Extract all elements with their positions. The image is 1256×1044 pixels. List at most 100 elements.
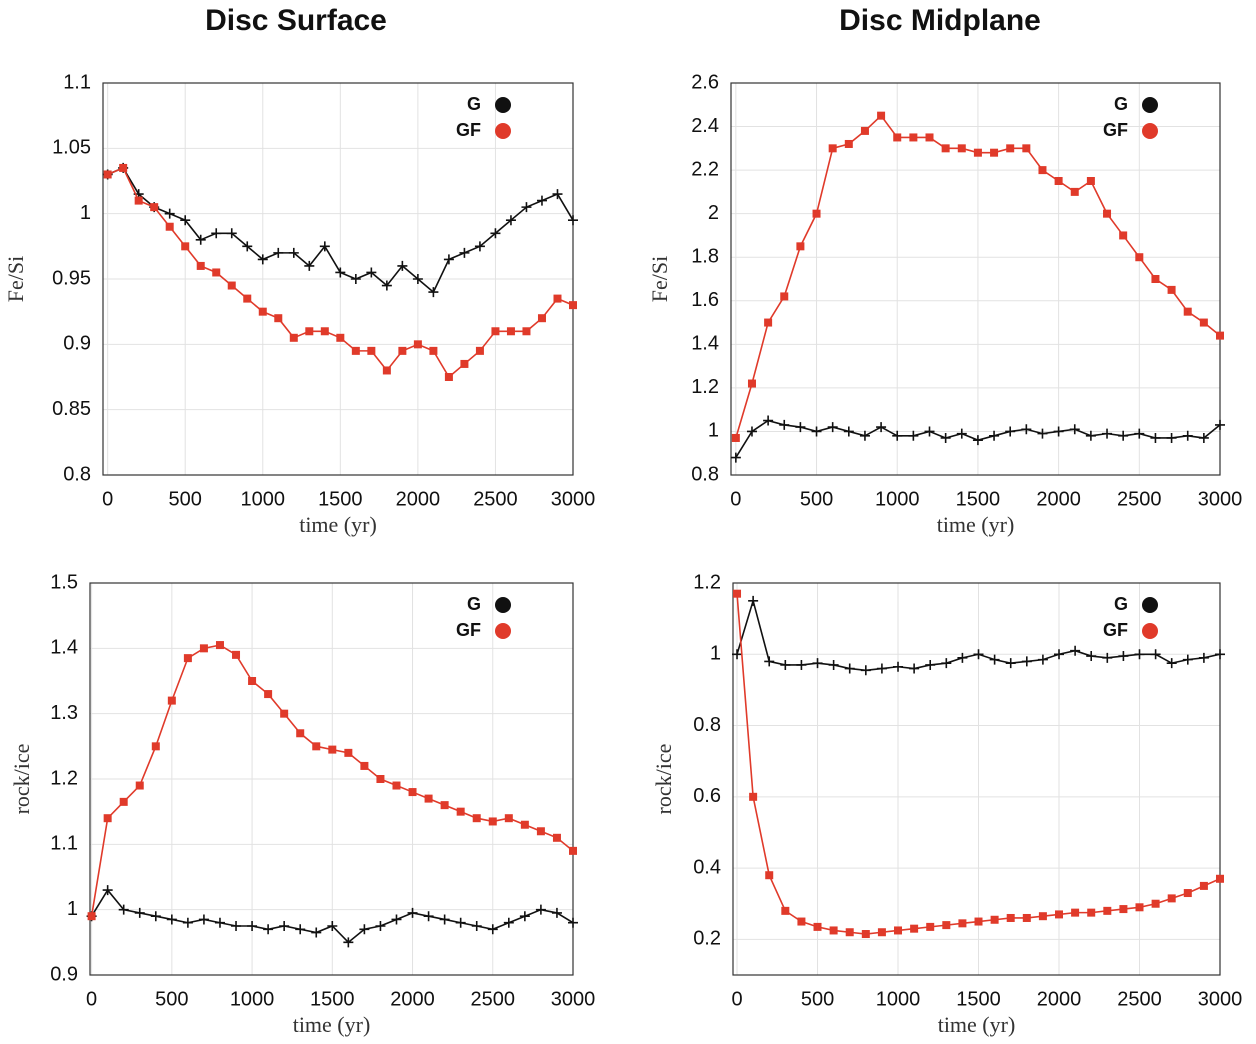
- marker: [893, 133, 902, 142]
- marker: [892, 430, 903, 441]
- y-tick-label: 1.2: [693, 571, 721, 593]
- marker: [973, 148, 982, 157]
- marker: [487, 924, 498, 935]
- marker: [164, 208, 175, 219]
- y-tick-label: 0.95: [52, 267, 91, 289]
- marker: [440, 801, 449, 810]
- x-tick-label: 2500: [473, 488, 518, 510]
- marker: [552, 189, 563, 200]
- marker: [320, 327, 329, 336]
- marker: [474, 241, 485, 252]
- marker: [1085, 430, 1096, 441]
- marker: [367, 346, 376, 355]
- marker: [795, 422, 806, 433]
- marker: [182, 917, 193, 928]
- marker: [407, 907, 418, 918]
- legend-marker: [1142, 597, 1158, 613]
- marker: [829, 926, 838, 935]
- marker: [150, 203, 159, 212]
- marker: [263, 924, 274, 935]
- y-tick-label: 2.4: [691, 115, 719, 137]
- marker: [812, 658, 823, 669]
- marker: [974, 917, 983, 926]
- marker: [167, 696, 176, 705]
- x-tick-label: 2500: [471, 988, 516, 1010]
- marker: [279, 921, 290, 931]
- marker: [412, 274, 423, 284]
- marker: [958, 919, 967, 928]
- marker: [1167, 894, 1176, 903]
- marker: [428, 287, 439, 298]
- marker: [1087, 908, 1096, 917]
- marker: [344, 748, 353, 757]
- marker: [990, 915, 999, 924]
- marker: [1135, 903, 1144, 912]
- marker: [1037, 654, 1048, 665]
- marker: [273, 247, 284, 258]
- legend-label: G: [467, 94, 481, 114]
- x-tick-label: 2000: [396, 488, 441, 510]
- y-tick-label: 0.6: [693, 785, 721, 807]
- marker: [1102, 652, 1113, 663]
- marker: [1038, 912, 1047, 921]
- x-tick-label: 1500: [318, 488, 363, 510]
- marker: [942, 921, 951, 930]
- marker: [764, 656, 775, 667]
- legend-marker: [1142, 97, 1158, 113]
- marker: [1086, 177, 1095, 185]
- y-tick-label: 1: [67, 898, 78, 920]
- marker: [1118, 430, 1129, 441]
- marker: [231, 921, 242, 931]
- y-tick-label: 0.4: [693, 856, 721, 878]
- y-tick-label: 0.8: [63, 463, 91, 485]
- marker: [103, 170, 112, 179]
- marker: [1022, 913, 1031, 922]
- y-axis-label: Fe/Si: [647, 256, 672, 302]
- legend-label: GF: [1103, 620, 1128, 640]
- marker: [183, 654, 192, 663]
- marker: [844, 139, 853, 148]
- marker: [876, 422, 887, 433]
- marker: [811, 426, 822, 437]
- marker: [1021, 656, 1032, 667]
- marker: [747, 379, 756, 388]
- marker: [503, 917, 514, 928]
- marker: [1183, 889, 1192, 898]
- marker: [843, 426, 854, 437]
- marker: [1037, 428, 1048, 439]
- marker: [746, 426, 757, 437]
- marker: [859, 430, 870, 441]
- marker: [568, 215, 578, 226]
- marker: [351, 346, 360, 355]
- marker: [443, 254, 454, 265]
- marker: [861, 930, 870, 939]
- marker: [731, 433, 740, 442]
- marker: [423, 911, 434, 922]
- marker: [295, 924, 306, 935]
- marker: [537, 314, 546, 323]
- marker: [475, 346, 484, 355]
- x-tick-label: 3000: [1198, 988, 1243, 1010]
- marker: [289, 333, 298, 342]
- marker: [519, 911, 530, 922]
- marker: [1151, 899, 1160, 908]
- y-tick-label: 0.8: [693, 714, 721, 736]
- marker: [568, 917, 578, 928]
- legend-marker: [495, 123, 511, 139]
- marker: [264, 690, 273, 699]
- marker: [296, 729, 305, 738]
- x-tick-label: 0: [86, 988, 97, 1010]
- marker: [1166, 658, 1177, 669]
- marker: [408, 788, 417, 797]
- marker: [327, 921, 338, 931]
- marker: [893, 661, 904, 672]
- marker: [972, 435, 983, 446]
- marker: [391, 914, 402, 925]
- marker: [505, 215, 516, 226]
- marker: [535, 904, 546, 915]
- marker: [1054, 177, 1063, 185]
- marker: [429, 346, 438, 355]
- marker: [1182, 430, 1193, 441]
- marker: [288, 247, 299, 258]
